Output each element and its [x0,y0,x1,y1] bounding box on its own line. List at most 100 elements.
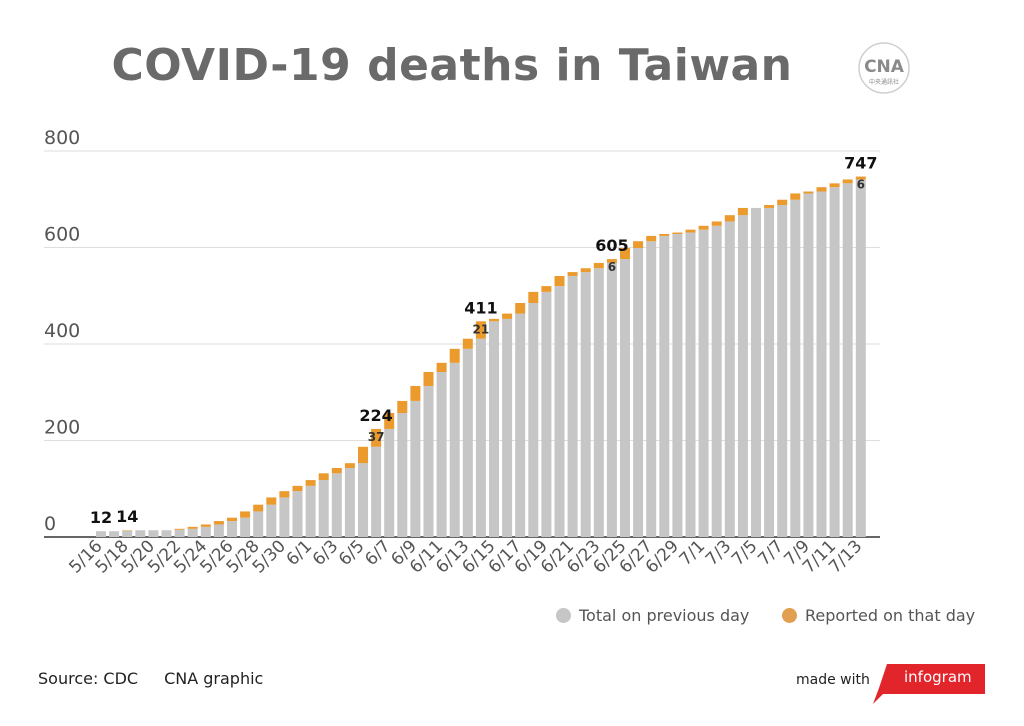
bar-reported [842,179,853,184]
bar-reported [685,229,696,233]
bar-reported [305,480,316,486]
data-label-daily: 37 [368,430,385,444]
bar-total [803,193,814,537]
chart-area: 0 200 400 600 800 12 14 224 37 411 21 605 6 747 6 5/1… [44,127,880,578]
bar-total [148,530,159,537]
bar-total [816,191,827,537]
bar-reported [646,235,657,242]
bar-reported [318,473,329,481]
data-label-total: 747 [844,154,877,173]
bar-total [213,524,224,537]
bar-reported [410,385,421,401]
bar-reported [580,268,591,273]
data-labels: 12 14 224 37 411 21 605 6 747 6 [90,154,878,528]
bar-reported [698,225,709,230]
bar-total [502,318,513,537]
bar-total [541,291,552,537]
legend-reported-label: Reported on that day [805,606,976,625]
bar-total [580,272,591,537]
data-label-total: 12 [90,508,112,527]
bar-total [751,207,761,537]
bar-reported [423,371,434,386]
bar-total [122,530,133,537]
bar-reported [515,302,526,314]
bar-total [855,179,866,537]
bar-reported [213,521,224,525]
bar-reported [855,176,866,180]
bar-total [109,531,120,537]
bar-total [292,491,303,537]
bar-reported [331,468,342,474]
bar-total [842,183,853,537]
bar-total [777,205,788,538]
y-tick-label: 0 [44,513,56,535]
bar-total [135,530,146,537]
bar-total [633,247,644,538]
bar-total [685,232,696,538]
legend-total: Total on previous day [556,606,749,625]
bar-total [371,446,382,537]
bar-total [737,215,748,538]
bar-reported [266,497,277,505]
infogram-label[interactable]: infogram [904,668,972,686]
bar-total [423,385,434,537]
svg-text:CNA: CNA [864,57,905,77]
bar-total [515,313,526,537]
svg-text:中央通訊社: 中央通訊社 [869,78,899,86]
bar-total [161,530,172,537]
bar-total [227,521,237,537]
bar-reported [659,233,670,236]
infogram-badge[interactable] [873,664,985,704]
y-tick-label: 800 [44,127,80,149]
bar-total [620,259,630,537]
bar-reported [724,215,735,222]
bar-reported [790,193,801,200]
source-label: Source: CDC [38,669,139,688]
bar-total [672,233,683,538]
bar-total [187,528,198,537]
bar-reported [200,524,211,527]
bar-reported [803,191,814,194]
y-axis: 0 200 400 600 800 [44,127,80,535]
bar-total [764,207,775,537]
bar-total [593,268,604,537]
bar-reported [187,526,198,529]
data-label-total: 14 [116,507,138,526]
bar-reported [777,199,788,206]
bar-total [266,504,277,537]
bar-total [200,526,211,537]
bar-reported [253,504,264,512]
legend-total-label: Total on previous day [579,606,750,625]
bar-reported [449,348,460,363]
bar-total [279,497,290,537]
bar-total [698,229,709,537]
bar-reported [371,428,382,447]
bar-reported [567,272,578,276]
bar-total [96,531,106,537]
bar-total [462,348,473,537]
bar-reported [489,318,499,322]
bar-total [344,468,355,537]
bar-total [318,480,329,537]
bar-reported [554,275,565,287]
bar-reported [292,485,303,492]
bar-reported [502,313,513,319]
bar-total [724,221,735,537]
credit-label: CNA graphic [164,669,264,688]
bar-total [397,412,408,537]
bar-reported [711,221,722,226]
bar-total [240,517,251,537]
bar-reported [764,205,775,208]
legend-reported: Reported on that day [782,606,975,625]
bar-total [305,485,316,537]
cna-logo: CNA 中央通訊社 [858,42,910,94]
bar-reported [227,517,237,522]
bar-total [829,187,840,537]
bar-reported [279,491,290,498]
bar-total [331,473,342,537]
data-label-total: 411 [464,298,497,317]
made-with-label: made with [796,672,870,688]
data-label-daily: 6 [857,178,865,192]
bar-reported [174,528,185,530]
bars [96,176,866,538]
